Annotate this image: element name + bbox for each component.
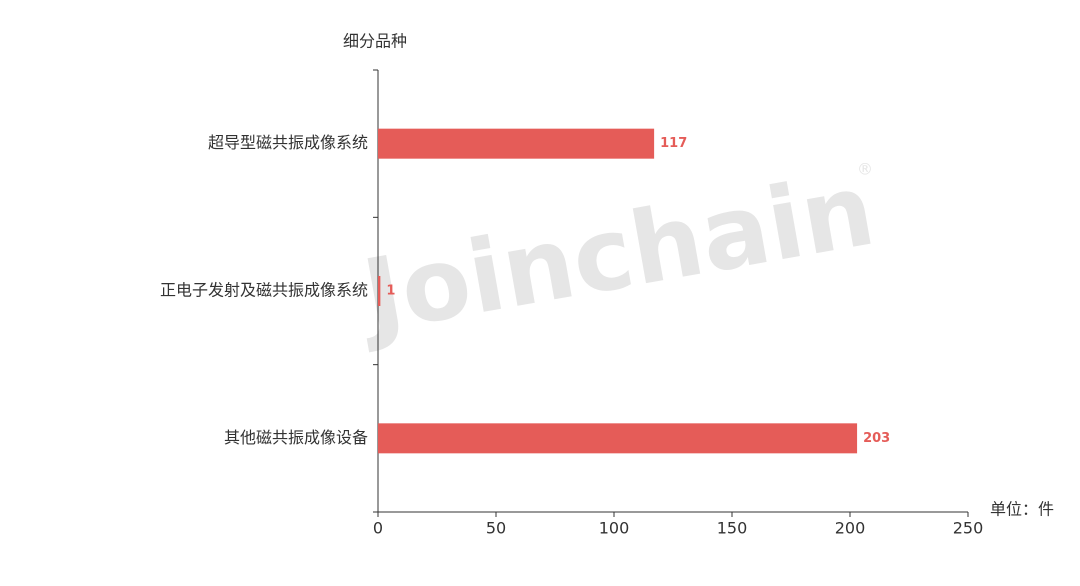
value-label: 203 [863,431,890,446]
x-tick-label: 50 [486,519,506,538]
y-tick-label: 其他磁共振成像设备 [224,428,368,447]
value-label: 117 [660,136,687,151]
x-tick-label: 0 [373,519,383,538]
bar [378,128,655,159]
x-axis-label: 单位：件 [990,500,1054,519]
y-tick-label: 超导型磁共振成像系统 [208,133,368,152]
y-axis-label: 细分品种 [343,32,407,51]
x-tick-label: 100 [599,519,630,538]
x-tick-label: 200 [835,519,866,538]
bar [378,423,858,454]
bar [378,276,381,306]
x-tick-label: 150 [717,519,748,538]
y-tick-label: 正电子发射及磁共振成像系统 [160,281,368,300]
x-tick-label: 250 [953,519,984,538]
watermark: Joinchain [349,151,882,357]
watermark-symbol: ® [857,160,873,179]
value-label: 1 [386,284,395,299]
